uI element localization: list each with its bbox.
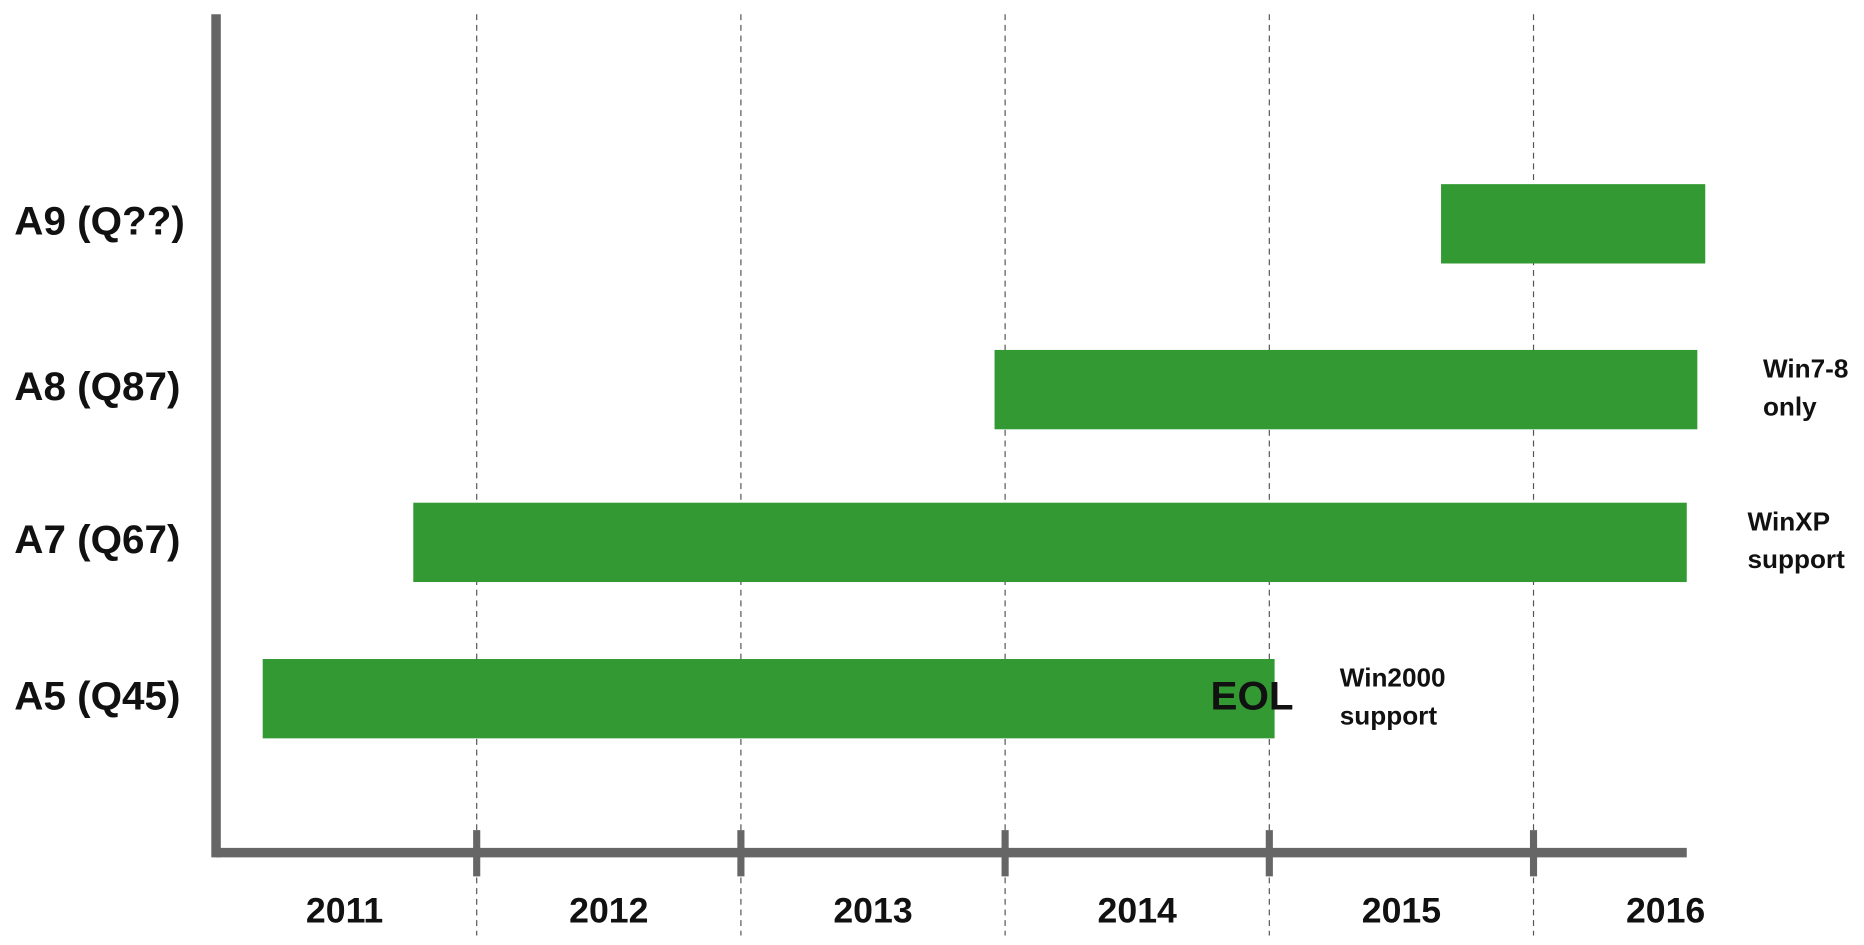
- bar: [413, 502, 1687, 583]
- note: support: [1340, 701, 1438, 731]
- x-tick-label: 2016: [1626, 890, 1705, 930]
- x-tick-label: 2015: [1362, 890, 1441, 930]
- row-label: A7 (Q67): [14, 516, 180, 562]
- x-tick-label: 2011: [306, 890, 383, 930]
- row-label: A8 (Q87): [14, 363, 180, 409]
- bar: [994, 349, 1698, 430]
- note: Win7-8: [1763, 354, 1848, 384]
- row-label: A5 (Q45): [14, 672, 180, 718]
- bar: [1441, 184, 1706, 264]
- row-label: A9 (Q??): [14, 198, 185, 244]
- x-tick-label: 2013: [833, 890, 912, 930]
- x-tick-label: 2012: [569, 890, 648, 930]
- note: Win2000: [1340, 663, 1446, 693]
- end-label: EOL: [1211, 672, 1294, 718]
- note: support: [1748, 544, 1846, 574]
- bar: [262, 659, 1275, 739]
- note: WinXP: [1748, 506, 1831, 536]
- note: only: [1763, 391, 1817, 421]
- x-tick-label: 2014: [1098, 890, 1178, 930]
